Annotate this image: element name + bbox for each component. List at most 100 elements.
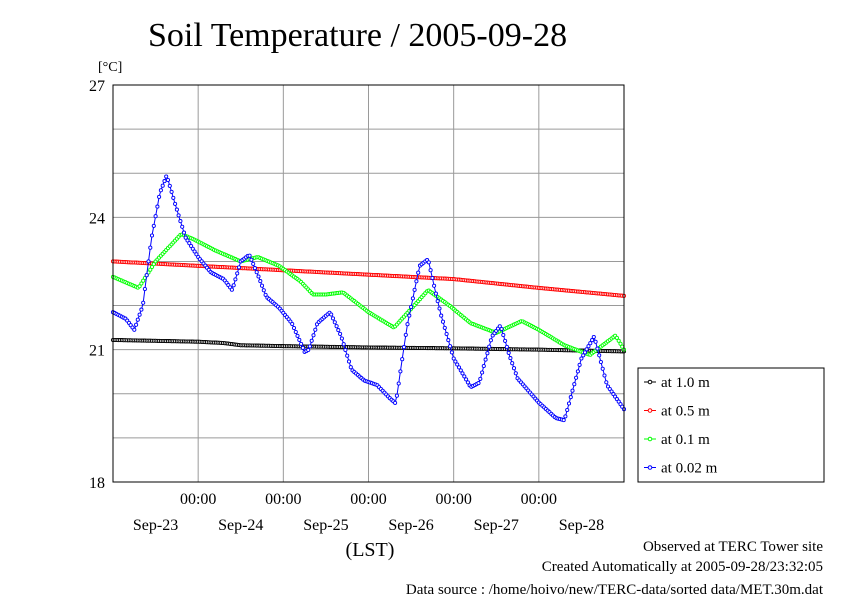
data-point: [334, 324, 339, 329]
data-point: [618, 341, 623, 346]
data-point: [247, 253, 252, 258]
data-point: [233, 277, 238, 282]
data-point: [563, 414, 568, 419]
data-point: [582, 350, 588, 355]
data-point: [249, 257, 254, 262]
legend-label: at 1.0 m: [661, 375, 710, 391]
data-point: [162, 179, 167, 184]
data-point: [306, 347, 311, 353]
data-point: [295, 333, 300, 338]
data-point: [290, 321, 295, 327]
data-point: [231, 283, 236, 288]
series-group: [110, 174, 627, 423]
data-point: [416, 270, 421, 275]
legend-marker: [647, 465, 653, 470]
data-point: [403, 332, 408, 337]
data-point: [194, 252, 199, 257]
series-at-0-02-m: [110, 174, 627, 423]
data-point: [139, 307, 144, 312]
data-point: [616, 399, 621, 404]
x-time-label: 00:00: [350, 491, 386, 508]
data-point: [504, 344, 509, 349]
data-point: [570, 388, 575, 393]
data-point: [132, 327, 137, 332]
series-at-1-0-m: [110, 337, 627, 354]
data-point: [401, 345, 407, 350]
data-point: [586, 344, 591, 349]
legend-label: at 0.1 m: [661, 432, 710, 448]
series-at-0-1-m: [110, 232, 627, 357]
x-axis-label: (LST): [346, 539, 395, 561]
data-point: [428, 268, 433, 273]
data-point: [410, 296, 415, 301]
data-point: [444, 331, 449, 337]
data-point: [437, 306, 442, 311]
data-point: [616, 338, 621, 343]
legend-marker: [647, 436, 653, 442]
data-point: [251, 261, 256, 266]
data-point: [396, 381, 401, 386]
data-point: [173, 201, 178, 206]
data-point: [483, 357, 488, 362]
data-point: [158, 188, 163, 193]
data-point: [409, 304, 414, 310]
data-point: [137, 284, 142, 289]
data-point: [252, 266, 257, 271]
data-point: [464, 377, 469, 382]
data-point: [180, 224, 185, 229]
data-point: [430, 275, 435, 281]
data-point: [151, 262, 156, 267]
x-date-label: Sep-27: [474, 517, 519, 534]
x-time-label: 00:00: [521, 491, 557, 508]
data-point: [309, 338, 314, 343]
footer-created: Created Automatically at 2005-09-28/23:3…: [542, 559, 823, 575]
data-point: [167, 183, 172, 188]
data-point: [185, 238, 190, 243]
data-point: [602, 373, 607, 378]
data-point: [148, 245, 153, 250]
data-point: [157, 194, 162, 199]
data-point: [465, 380, 470, 385]
data-point: [176, 213, 181, 218]
data-point: [135, 317, 140, 322]
data-point: [164, 174, 169, 179]
data-point: [190, 246, 195, 251]
data-point: [181, 230, 187, 235]
data-point: [261, 288, 266, 293]
data-point: [178, 219, 183, 224]
data-point: [332, 320, 337, 325]
y-tick-label: 18: [89, 475, 105, 492]
data-point: [433, 291, 438, 296]
data-point: [591, 334, 596, 340]
data-point: [581, 353, 586, 358]
data-point: [458, 368, 463, 373]
legend-label: at 0.02 m: [661, 461, 718, 477]
data-point: [510, 361, 515, 366]
data-point: [144, 273, 149, 278]
data-point: [153, 214, 158, 219]
data-point: [487, 344, 492, 349]
data-point: [446, 338, 451, 343]
data-point: [566, 401, 572, 406]
data-point: [336, 328, 341, 333]
data-point: [511, 366, 517, 371]
x-time-label: 00:00: [180, 491, 216, 508]
data-point: [311, 333, 316, 338]
footer-observed: Observed at TERC Tower site: [643, 539, 823, 555]
data-point: [346, 359, 352, 364]
data-point: [595, 346, 600, 351]
y-tick-label: 21: [89, 343, 105, 360]
data-point: [499, 326, 504, 332]
data-point: [600, 366, 605, 371]
data-point: [160, 183, 165, 188]
data-point: [169, 189, 174, 194]
data-point: [476, 381, 481, 386]
data-point: [456, 365, 462, 370]
data-point: [400, 357, 405, 362]
data-point: [513, 371, 518, 376]
data-point: [460, 371, 465, 376]
data-point: [480, 370, 485, 375]
data-point: [146, 259, 151, 264]
data-point: [506, 350, 511, 355]
data-point: [501, 332, 506, 338]
